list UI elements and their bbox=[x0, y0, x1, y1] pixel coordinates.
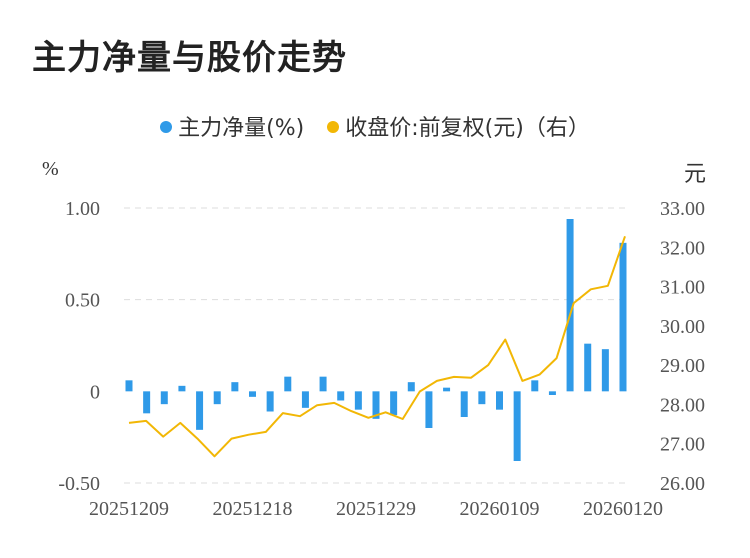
bar bbox=[531, 380, 539, 392]
bar bbox=[372, 391, 380, 419]
x-tick-label: 20260109 bbox=[460, 498, 540, 520]
bar bbox=[301, 391, 309, 408]
left-axis-unit: % bbox=[42, 158, 59, 180]
bar bbox=[443, 387, 451, 392]
bar bbox=[619, 242, 627, 392]
legend-dot-bar bbox=[160, 121, 173, 133]
x-tick-label: 20251218 bbox=[213, 498, 293, 520]
right-tick-label: 28.00 bbox=[660, 394, 705, 416]
bar bbox=[425, 391, 433, 428]
right-tick-label: 33.00 bbox=[660, 198, 705, 220]
bar bbox=[390, 391, 398, 416]
close-price-line bbox=[128, 235, 626, 458]
left-tick-label: 1.00 bbox=[65, 198, 100, 220]
right-tick-label: 32.00 bbox=[660, 237, 705, 259]
chart-title: 主力净量与股价走势 bbox=[32, 38, 347, 78]
x-tick-label: 20251229 bbox=[336, 498, 416, 520]
bar bbox=[178, 385, 186, 392]
bar bbox=[319, 376, 327, 392]
bar bbox=[584, 343, 592, 392]
bar bbox=[249, 391, 256, 397]
bar bbox=[496, 391, 503, 410]
left-tick-label: 0 bbox=[90, 381, 100, 403]
right-tick-label: 30.00 bbox=[660, 316, 705, 338]
bar bbox=[354, 391, 362, 410]
legend-item-close-price[interactable]: 收盘价:前复权(元)（右） bbox=[327, 110, 590, 142]
legend: 主力净量(%) 收盘价:前复权(元)（右） bbox=[0, 110, 750, 142]
bar bbox=[143, 391, 151, 414]
bar bbox=[160, 391, 168, 405]
bar bbox=[460, 391, 468, 417]
legend-dot-line bbox=[327, 121, 340, 133]
bar bbox=[601, 349, 609, 392]
right-tick-label: 27.00 bbox=[660, 434, 705, 456]
bar bbox=[125, 380, 133, 392]
bar bbox=[513, 391, 521, 461]
bar bbox=[548, 391, 556, 395]
bar bbox=[478, 391, 486, 405]
bar bbox=[266, 391, 274, 412]
bar bbox=[196, 391, 204, 430]
right-tick-label: 29.00 bbox=[660, 355, 705, 377]
bar bbox=[566, 219, 574, 392]
x-tick-label: 20251209 bbox=[89, 498, 169, 520]
right-axis-unit: 元 bbox=[684, 162, 707, 187]
bar bbox=[284, 376, 292, 392]
right-tick-label: 26.00 bbox=[660, 473, 705, 495]
bar bbox=[407, 382, 415, 392]
right-tick-label: 31.00 bbox=[660, 277, 705, 299]
legend-label-net-flow: 主力净量(%) bbox=[178, 116, 305, 141]
x-tick-label: 20260120 bbox=[583, 498, 663, 520]
legend-label-close-price: 收盘价:前复权(元)（右） bbox=[345, 116, 590, 141]
left-tick-label: 0.50 bbox=[65, 290, 100, 312]
left-tick-label: -0.50 bbox=[58, 473, 100, 495]
bar bbox=[231, 382, 239, 392]
legend-item-net-flow[interactable]: 主力净量(%) bbox=[160, 110, 304, 142]
bar bbox=[337, 391, 345, 401]
bar bbox=[213, 391, 221, 405]
